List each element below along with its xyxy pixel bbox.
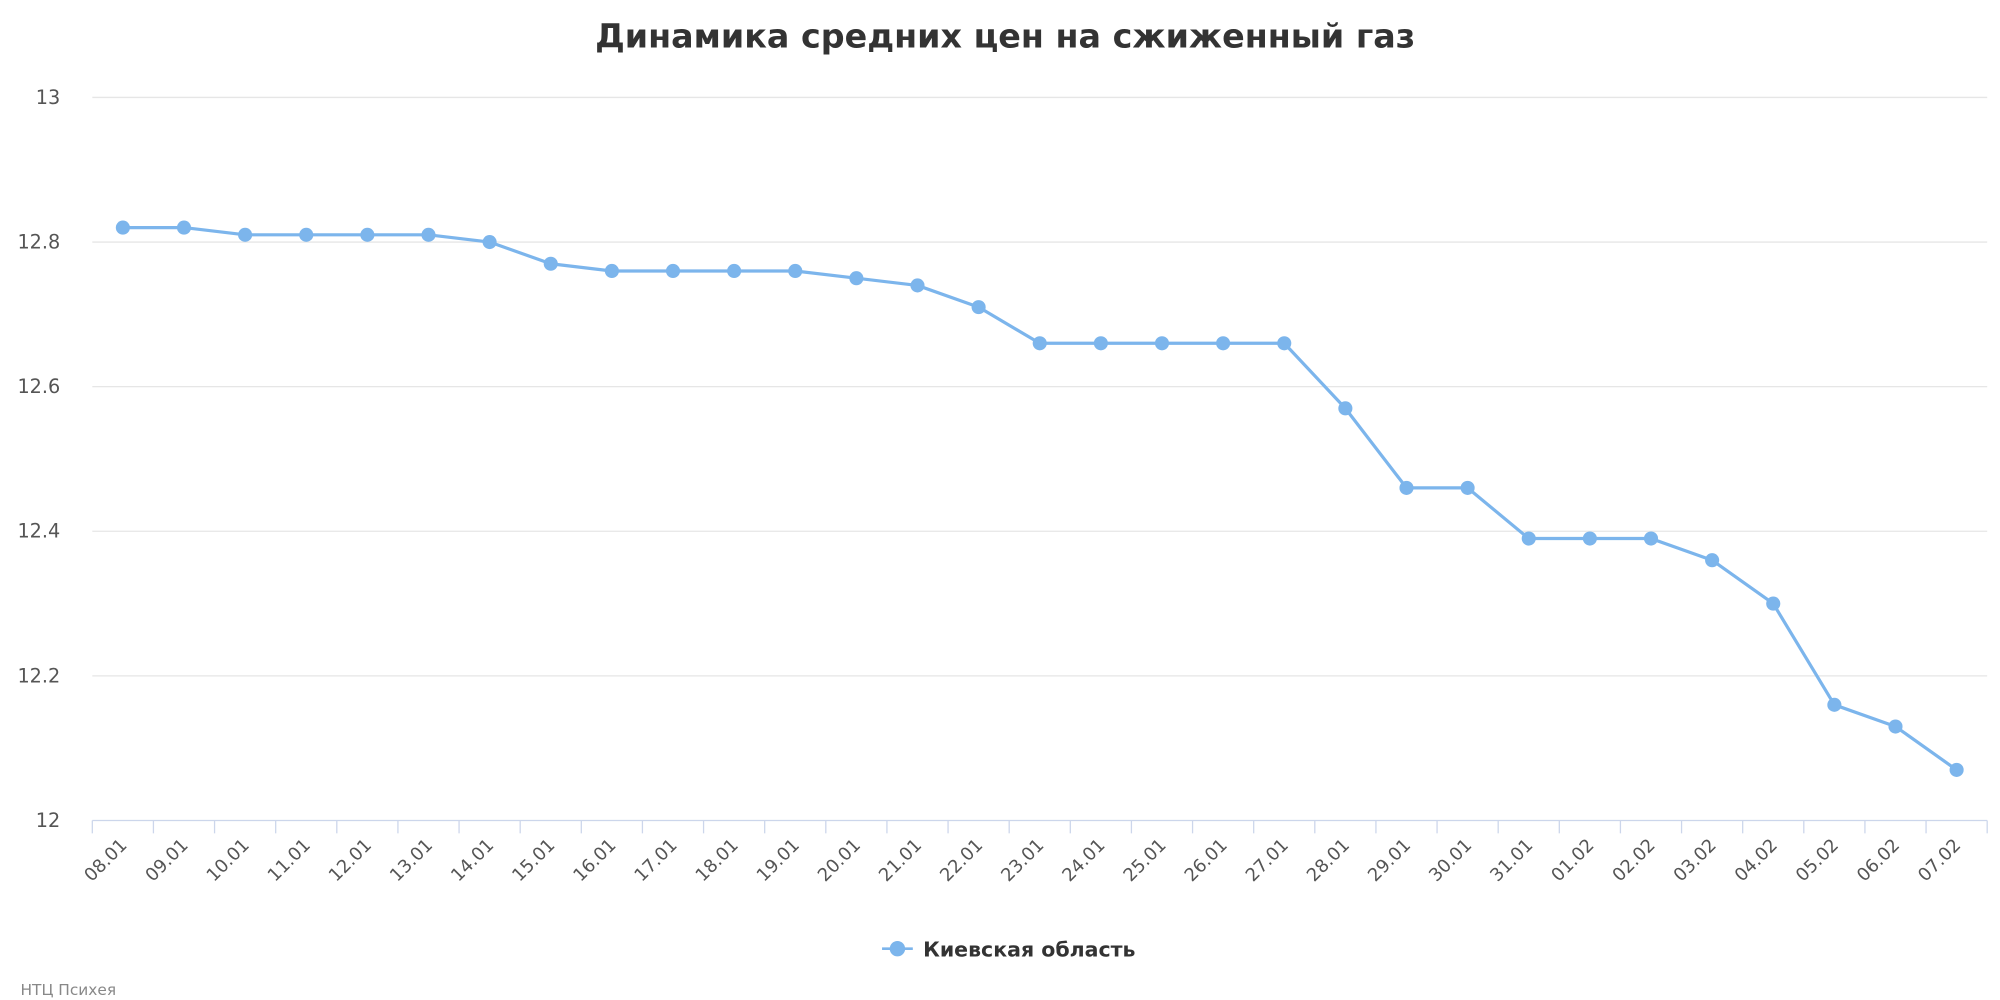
x-tick-label: 21.01 bbox=[875, 835, 926, 886]
grid bbox=[92, 96, 1988, 677]
x-tick-label: 03.02 bbox=[1670, 835, 1721, 886]
data-point[interactable] bbox=[238, 227, 253, 242]
legend-marker-icon bbox=[889, 941, 906, 957]
x-tick-label: 07.02 bbox=[1914, 835, 1965, 886]
y-tick-label: 12.8 bbox=[17, 230, 60, 253]
x-tick-label: 26.01 bbox=[1181, 835, 1232, 886]
data-point[interactable] bbox=[1093, 336, 1108, 351]
data-point[interactable] bbox=[1277, 336, 1292, 351]
data-point[interactable] bbox=[360, 227, 375, 242]
chart-title: Динамика средних цен на сжиженный газ bbox=[595, 16, 1415, 55]
data-point[interactable] bbox=[1643, 531, 1659, 546]
series-line bbox=[122, 225, 1958, 772]
x-tick-label: 18.01 bbox=[692, 835, 743, 886]
x-tick-label: 01.02 bbox=[1547, 835, 1598, 886]
data-point[interactable] bbox=[1827, 697, 1842, 712]
x-tick-label: 11.01 bbox=[264, 835, 315, 886]
x-tick-label: 23.01 bbox=[997, 835, 1048, 886]
credit[interactable]: НТЦ Психея bbox=[21, 981, 117, 999]
data-point[interactable] bbox=[543, 256, 558, 271]
data-point[interactable] bbox=[971, 300, 986, 315]
x-tick-label: 19.01 bbox=[753, 835, 804, 886]
y-tick-label: 12.4 bbox=[17, 520, 60, 543]
x-tick-label: 28.01 bbox=[1303, 835, 1354, 886]
x-tick-label: 05.02 bbox=[1792, 835, 1843, 886]
data-point[interactable] bbox=[1949, 762, 1964, 777]
x-tick-label: 22.01 bbox=[936, 835, 987, 886]
data-point[interactable] bbox=[727, 263, 742, 279]
data-point[interactable] bbox=[1216, 336, 1231, 351]
x-tick-label: 29.01 bbox=[1364, 835, 1415, 886]
x-tick-label: 12.01 bbox=[325, 835, 376, 886]
data-point[interactable] bbox=[604, 263, 619, 279]
y-tick-label: 12.2 bbox=[17, 664, 60, 687]
x-tick-label: 02.02 bbox=[1608, 835, 1659, 886]
data-point[interactable] bbox=[788, 263, 803, 279]
legend-item[interactable]: Киевская область bbox=[882, 937, 1136, 961]
data-point[interactable] bbox=[1705, 553, 1720, 568]
x-tick-label: 08.01 bbox=[80, 835, 131, 886]
data-point[interactable] bbox=[482, 235, 497, 250]
y-axis: 12 12.2 12.4 12.6 12.8 13 bbox=[17, 86, 60, 832]
data-point[interactable] bbox=[115, 220, 130, 235]
x-tick-label: 31.01 bbox=[1486, 835, 1537, 886]
x-tick-label: 27.01 bbox=[1242, 835, 1293, 886]
data-point[interactable] bbox=[1888, 719, 1903, 734]
data-point[interactable] bbox=[1521, 531, 1536, 546]
x-tick-label: 24.01 bbox=[1058, 835, 1109, 886]
x-tick-label: 09.01 bbox=[141, 835, 192, 886]
x-tick-label: 10.01 bbox=[203, 835, 254, 886]
x-tick-label: 06.02 bbox=[1853, 835, 1904, 886]
data-point[interactable] bbox=[1582, 531, 1597, 546]
data-point[interactable] bbox=[910, 278, 925, 293]
series-kievskaya bbox=[115, 220, 1964, 777]
data-point[interactable] bbox=[849, 271, 864, 286]
data-point[interactable] bbox=[1766, 596, 1781, 611]
y-tick-label: 12.6 bbox=[17, 375, 60, 398]
data-point[interactable] bbox=[1154, 336, 1170, 351]
data-point[interactable] bbox=[1399, 480, 1414, 495]
data-point[interactable] bbox=[665, 263, 681, 279]
data-point[interactable] bbox=[176, 220, 192, 235]
x-tick-label: 04.02 bbox=[1731, 835, 1782, 886]
x-tick-label: 25.01 bbox=[1119, 835, 1170, 886]
y-tick-label: 12 bbox=[36, 809, 60, 832]
data-point[interactable] bbox=[299, 227, 314, 242]
legend-label: Киевская область bbox=[923, 937, 1135, 961]
x-tick-label: 13.01 bbox=[386, 835, 437, 886]
x-tick-label: 20.01 bbox=[814, 835, 865, 886]
x-tick-label: 15.01 bbox=[508, 835, 559, 886]
data-point[interactable] bbox=[1032, 336, 1047, 351]
data-point[interactable] bbox=[1460, 480, 1475, 495]
x-axis: 08.01 09.01 10.01 11.01 12.01 13.01 14.01 15.01… bbox=[80, 819, 1988, 886]
x-tick-label: 30.01 bbox=[1425, 835, 1476, 886]
data-point[interactable] bbox=[1338, 401, 1353, 416]
x-tick-label: 14.01 bbox=[447, 835, 498, 886]
x-tick-label: 17.01 bbox=[630, 835, 681, 886]
x-tick-label: 16.01 bbox=[569, 835, 620, 886]
data-point[interactable] bbox=[421, 227, 436, 242]
y-tick-label: 13 bbox=[36, 86, 60, 109]
